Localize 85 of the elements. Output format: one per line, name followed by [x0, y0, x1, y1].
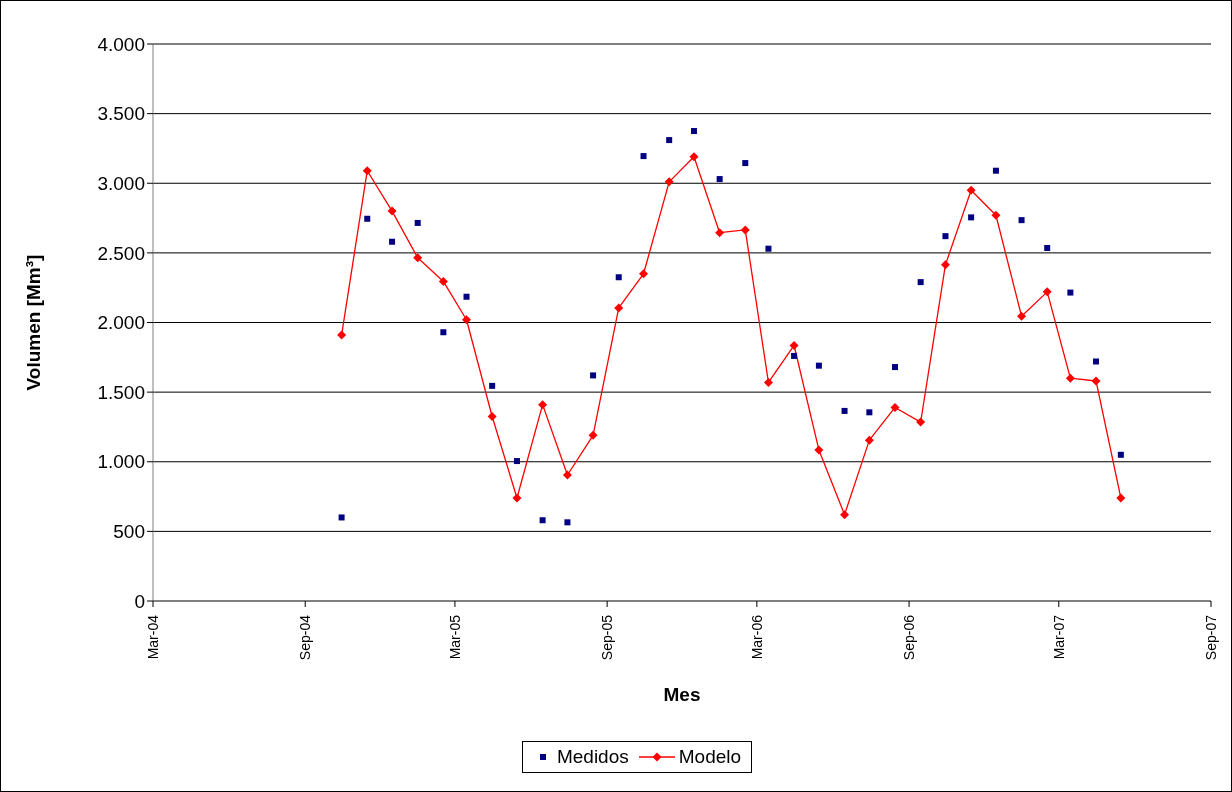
legend-label: Modelo — [678, 746, 742, 768]
point — [489, 382, 496, 389]
point — [413, 253, 423, 263]
point — [866, 409, 873, 416]
point — [917, 279, 924, 286]
point — [716, 176, 723, 183]
x-tick-label: Sep-04 — [297, 614, 314, 661]
point — [1117, 451, 1124, 458]
point — [1017, 311, 1027, 321]
point — [640, 153, 647, 160]
point — [991, 210, 1001, 220]
point — [1116, 493, 1126, 503]
point — [765, 245, 772, 252]
point — [689, 152, 699, 162]
point — [462, 315, 472, 325]
point — [992, 167, 999, 174]
point — [564, 519, 571, 526]
point — [1091, 376, 1101, 386]
y-tick-label: 2.500 — [97, 242, 145, 264]
x-tick-label: Sep-07 — [1203, 614, 1219, 661]
point — [791, 352, 798, 359]
point — [615, 274, 622, 281]
y-axis-title: Volumen [Mm³] — [22, 254, 44, 391]
point — [364, 215, 371, 222]
point — [414, 219, 421, 226]
point — [864, 435, 874, 445]
legend-label: Medidos — [556, 746, 629, 768]
point — [840, 510, 850, 520]
point — [538, 400, 548, 410]
x-axis-title: Mes — [663, 684, 701, 705]
x-tick-label: Mar-06 — [748, 614, 765, 660]
point — [715, 228, 725, 238]
point — [664, 177, 674, 187]
point — [590, 372, 597, 379]
y-tick-label: 3.500 — [97, 103, 145, 125]
point — [639, 269, 649, 279]
point — [440, 329, 447, 336]
x-tick-label: Sep-05 — [599, 614, 616, 661]
point — [562, 470, 572, 480]
point — [1018, 217, 1025, 224]
point — [487, 411, 497, 421]
y-tick-label: 1.000 — [97, 451, 145, 473]
point — [666, 137, 673, 144]
x-tick-label: Mar-05 — [446, 614, 463, 660]
y-tick-label: 1.500 — [97, 381, 145, 403]
point — [740, 225, 750, 235]
x-tick-label: Mar-04 — [145, 614, 161, 660]
point — [588, 430, 598, 440]
point — [1042, 287, 1052, 297]
point — [942, 233, 949, 240]
y-tick-label: 2.000 — [97, 312, 145, 334]
point — [916, 417, 926, 427]
y-tick-label: 500 — [113, 521, 145, 543]
point — [691, 128, 697, 135]
point — [512, 493, 522, 503]
point — [966, 185, 976, 195]
point — [890, 402, 900, 412]
point — [362, 166, 372, 176]
point — [742, 160, 749, 167]
x-tick-label: Mar-07 — [1050, 614, 1067, 660]
point — [1044, 245, 1051, 251]
point — [614, 303, 624, 313]
point — [1067, 289, 1074, 296]
point — [892, 364, 899, 371]
y-tick-label: 4.000 — [97, 33, 145, 55]
point — [1093, 358, 1100, 365]
point — [841, 407, 848, 414]
y-tick-label: 0 — [134, 590, 145, 612]
point — [789, 340, 799, 350]
point — [815, 362, 822, 369]
point — [338, 514, 345, 521]
point — [463, 293, 470, 300]
point — [940, 260, 950, 270]
point — [539, 517, 546, 524]
x-tick-label: Sep-06 — [901, 614, 918, 661]
point — [968, 214, 975, 221]
point — [1065, 373, 1075, 383]
point — [513, 458, 520, 465]
point — [389, 238, 396, 245]
y-tick-label: 3.000 — [97, 172, 145, 194]
point — [763, 377, 773, 387]
point — [337, 330, 347, 340]
point — [438, 276, 448, 286]
point — [387, 206, 397, 216]
point — [814, 445, 824, 455]
